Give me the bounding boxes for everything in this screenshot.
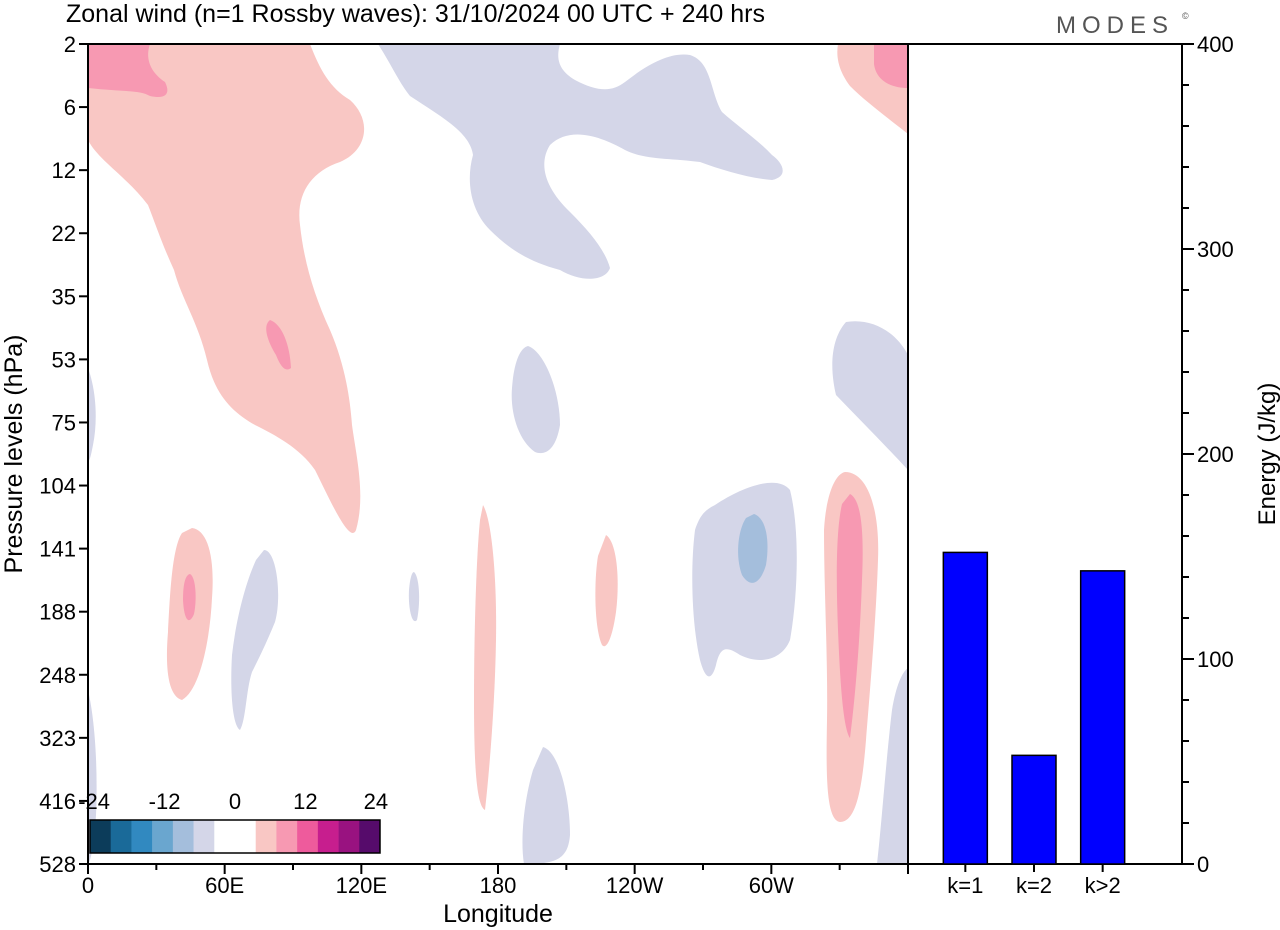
colorbar-swatch	[131, 820, 153, 853]
y-tick-label: 22	[52, 221, 76, 246]
y-tick-label: 12	[52, 158, 76, 183]
energy-axis-label: Energy (J/kg)	[1254, 383, 1280, 526]
colorbar-swatch	[110, 820, 132, 853]
colorbar-label: 12	[293, 789, 317, 814]
energy-axis: 0 100 200 300 400	[1182, 32, 1234, 877]
y-tick-label: 6	[64, 95, 76, 120]
colorbar-swatch	[255, 820, 277, 853]
y-tick-label: 104	[39, 474, 76, 499]
colorbar-swatch	[172, 820, 194, 853]
bar-k>2	[1079, 570, 1126, 865]
colorbar-swatch	[359, 820, 381, 853]
bar-category-label: k=1	[947, 873, 983, 898]
colorbar-label: 0	[229, 789, 241, 814]
x-tick-label: 120W	[606, 873, 664, 898]
contour-field	[88, 44, 908, 864]
negative-anomaly-region	[832, 321, 908, 470]
positive-anomaly-core	[266, 320, 291, 370]
modes-logo-mark: ©	[1182, 11, 1189, 21]
colorbar-swatch	[276, 820, 298, 853]
y-tick-label: 35	[52, 284, 76, 309]
x-tick-label: 180	[480, 873, 517, 898]
x-tick-label: 60W	[749, 873, 794, 898]
y-axis-label: Pressure levels (hPa)	[0, 335, 28, 574]
colorbar-label: 24	[364, 789, 388, 814]
colorbar-label: -24	[78, 789, 110, 814]
bar-category-label: k=2	[1016, 873, 1052, 898]
x-tick-label: 120E	[336, 873, 387, 898]
negative-anomaly-region	[692, 482, 797, 677]
colorbar: -24 -12 0 12 24	[78, 789, 388, 854]
colorbar-swatch	[152, 820, 174, 853]
positive-anomaly-region	[474, 505, 497, 810]
colorbar-swatch	[338, 820, 360, 853]
positive-anomaly-core	[874, 44, 908, 88]
x-tick-label: 60E	[205, 873, 244, 898]
colorbar-swatch	[235, 820, 257, 853]
colorbar-swatch	[297, 820, 319, 853]
x-axis-label: Longitude	[443, 900, 553, 928]
y-tick-label: 416	[39, 789, 76, 814]
energy-bars: k=1 k=2 k>2	[942, 551, 1126, 898]
colorbar-swatch	[317, 820, 339, 853]
y-tick-label: 188	[39, 600, 76, 625]
y-tick-label: 248	[39, 663, 76, 688]
negative-anomaly-core	[738, 514, 768, 583]
negative-anomaly-region	[511, 346, 560, 454]
bar-k=2	[1011, 754, 1057, 865]
modes-logo: MODES	[1056, 12, 1174, 39]
negative-anomaly-region	[877, 668, 908, 864]
energy-tick-label: 400	[1197, 32, 1234, 57]
negative-anomaly-region	[408, 572, 420, 622]
energy-tick-label: 100	[1197, 647, 1234, 672]
positive-anomaly-core	[836, 494, 863, 738]
colorbar-label: -12	[149, 789, 181, 814]
energy-tick-label: 0	[1197, 852, 1209, 877]
colorbar-swatch	[90, 820, 112, 853]
negative-anomaly-region	[522, 747, 570, 864]
x-tick-label: 0	[82, 873, 94, 898]
longitude-axis: 0 60E 120E 180 120W 60W	[82, 864, 909, 898]
chart-title: Zonal wind (n=1 Rossby waves): 31/10/202…	[66, 0, 765, 28]
bar-k=1	[942, 551, 989, 865]
positive-anomaly-region	[88, 44, 365, 533]
negative-anomaly-region	[378, 44, 783, 279]
y-tick-label: 53	[52, 347, 76, 372]
colorbar-swatch	[193, 820, 215, 853]
energy-tick-label: 300	[1197, 237, 1234, 262]
negative-anomaly-region	[231, 550, 279, 730]
y-tick-label: 528	[39, 852, 76, 877]
colorbar-frame	[89, 819, 381, 854]
y-tick-label: 75	[52, 410, 76, 435]
y-tick-label: 2	[64, 32, 76, 57]
y-tick-label: 141	[39, 537, 76, 562]
y-tick-label: 323	[39, 726, 76, 751]
pressure-axis: 2 6 12 22 35 53 75 104 141 188 248 323 416 528	[39, 32, 88, 877]
negative-anomaly-region	[88, 368, 96, 462]
positive-anomaly-core	[183, 574, 196, 621]
positive-anomaly-region	[595, 535, 618, 647]
positive-anomaly-core	[88, 44, 168, 98]
energy-tick-label: 200	[1197, 442, 1234, 467]
bar-category-label: k>2	[1085, 873, 1121, 898]
colorbar-swatch	[214, 820, 236, 853]
